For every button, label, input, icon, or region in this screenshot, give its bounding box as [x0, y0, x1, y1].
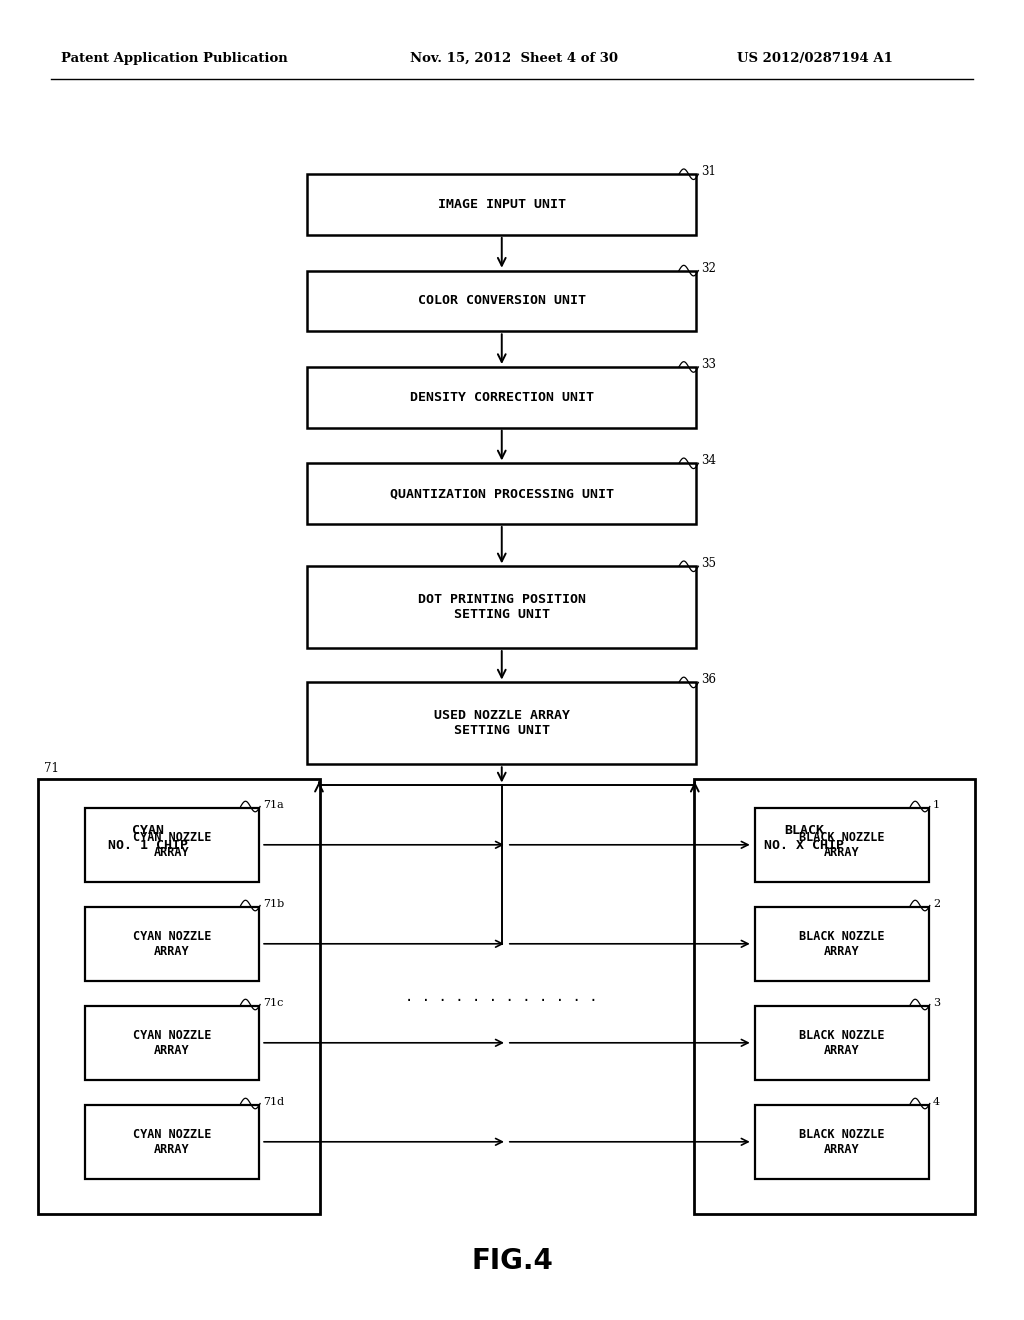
- Text: 71: 71: [43, 762, 58, 775]
- Bar: [85, 1006, 259, 1080]
- Bar: [307, 271, 696, 331]
- Text: 33: 33: [701, 358, 717, 371]
- Text: Nov. 15, 2012  Sheet 4 of 30: Nov. 15, 2012 Sheet 4 of 30: [410, 51, 617, 65]
- Text: BLACK
NO. X CHIP: BLACK NO. X CHIP: [764, 824, 844, 853]
- Text: QUANTIZATION PROCESSING UNIT: QUANTIZATION PROCESSING UNIT: [390, 487, 613, 500]
- Bar: [307, 174, 696, 235]
- Text: 36: 36: [701, 673, 717, 686]
- Bar: [85, 1105, 259, 1179]
- Text: CYAN NOZZLE
ARRAY: CYAN NOZZLE ARRAY: [133, 830, 211, 859]
- Bar: [85, 808, 259, 882]
- Bar: [755, 907, 929, 981]
- Bar: [307, 566, 696, 648]
- Text: BLACK NOZZLE
ARRAY: BLACK NOZZLE ARRAY: [799, 830, 885, 859]
- Text: . . . . . . . . . . . .: . . . . . . . . . . . .: [406, 990, 598, 1003]
- Text: US 2012/0287194 A1: US 2012/0287194 A1: [737, 51, 893, 65]
- Text: 3: 3: [933, 998, 940, 1008]
- Bar: [307, 367, 696, 428]
- Text: USED NOZZLE ARRAY
SETTING UNIT: USED NOZZLE ARRAY SETTING UNIT: [434, 709, 569, 738]
- Text: 31: 31: [701, 165, 717, 178]
- Bar: [307, 682, 696, 764]
- Text: 34: 34: [701, 454, 717, 467]
- Text: FIG.4: FIG.4: [471, 1246, 553, 1275]
- Text: 2: 2: [933, 899, 940, 909]
- Text: CYAN
NO. 1 CHIP: CYAN NO. 1 CHIP: [109, 824, 188, 853]
- Text: 4: 4: [933, 1097, 940, 1107]
- Text: DOT PRINTING POSITION
SETTING UNIT: DOT PRINTING POSITION SETTING UNIT: [418, 593, 586, 622]
- Text: BLACK NOZZLE
ARRAY: BLACK NOZZLE ARRAY: [799, 1127, 885, 1156]
- Text: Patent Application Publication: Patent Application Publication: [61, 51, 288, 65]
- Text: 1: 1: [933, 800, 940, 810]
- Bar: [694, 779, 975, 1214]
- Bar: [755, 1105, 929, 1179]
- Bar: [755, 1006, 929, 1080]
- Bar: [38, 779, 319, 1214]
- Text: 71c: 71c: [263, 998, 284, 1008]
- Bar: [307, 463, 696, 524]
- Text: BLACK NOZZLE
ARRAY: BLACK NOZZLE ARRAY: [799, 1028, 885, 1057]
- Bar: [85, 907, 259, 981]
- Text: COLOR CONVERSION UNIT: COLOR CONVERSION UNIT: [418, 294, 586, 308]
- Text: CYAN NOZZLE
ARRAY: CYAN NOZZLE ARRAY: [133, 1028, 211, 1057]
- Text: IMAGE INPUT UNIT: IMAGE INPUT UNIT: [438, 198, 565, 211]
- Text: 71b: 71b: [263, 899, 285, 909]
- Text: 32: 32: [701, 261, 717, 275]
- Text: BLACK NOZZLE
ARRAY: BLACK NOZZLE ARRAY: [799, 929, 885, 958]
- Text: CYAN NOZZLE
ARRAY: CYAN NOZZLE ARRAY: [133, 1127, 211, 1156]
- Bar: [755, 808, 929, 882]
- Text: 35: 35: [701, 557, 717, 570]
- Text: DENSITY CORRECTION UNIT: DENSITY CORRECTION UNIT: [410, 391, 594, 404]
- Text: CYAN NOZZLE
ARRAY: CYAN NOZZLE ARRAY: [133, 929, 211, 958]
- Text: 71a: 71a: [263, 800, 284, 810]
- Text: 71d: 71d: [263, 1097, 285, 1107]
